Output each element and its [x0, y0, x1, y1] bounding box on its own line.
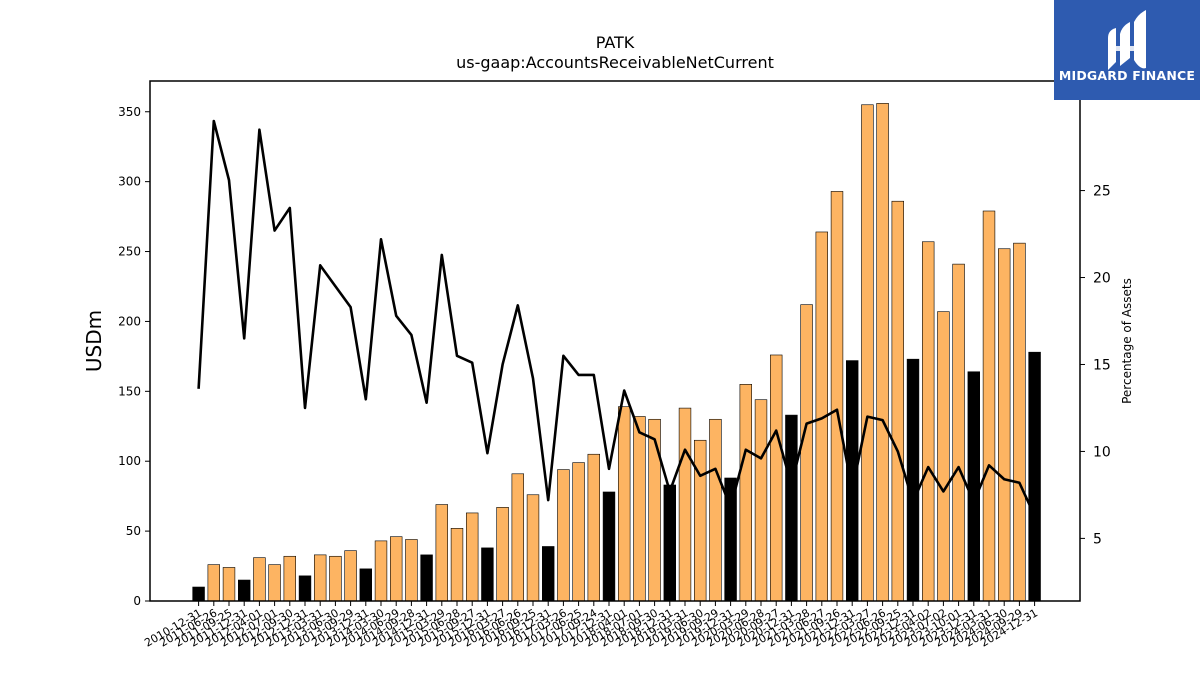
bar — [754, 399, 768, 602]
bar — [937, 311, 950, 602]
chart-subtitle: us-gaap:AccountsReceivableNetCurrent — [456, 53, 774, 72]
bar — [557, 469, 570, 602]
logo-text: MIDGARD FINANCE — [1059, 68, 1195, 83]
y-tick-label: 100 — [118, 454, 141, 468]
bar — [709, 418, 722, 602]
bar — [617, 406, 631, 602]
y2-tick-label: 10 — [1093, 444, 1111, 460]
midgard-finance-logo: MIDGARD FINANCE — [1054, 0, 1200, 100]
percentage-line — [197, 119, 1036, 517]
y2-tick-label: 5 — [1093, 531, 1102, 547]
bar — [906, 358, 920, 602]
y-axis-label: USDm — [82, 310, 106, 372]
bar — [268, 564, 281, 602]
x-axis: 2010-12-312011-06-262011-09-252011-12-31… — [142, 601, 1040, 650]
logo-mark-icon — [1108, 10, 1146, 70]
bar — [389, 536, 403, 602]
bar — [967, 371, 981, 602]
bar — [861, 104, 874, 602]
bar — [587, 453, 601, 602]
y-tick-label: 150 — [118, 384, 141, 398]
bar — [405, 539, 418, 602]
bar-series — [192, 103, 1041, 602]
bar — [435, 504, 448, 602]
bar — [678, 407, 692, 602]
bar — [511, 473, 524, 602]
bar — [830, 191, 844, 602]
bar — [192, 586, 205, 602]
bar — [329, 555, 342, 602]
bar — [359, 568, 372, 602]
bar — [769, 354, 783, 602]
bar — [526, 494, 540, 602]
y-axis-right: 5 10 15 20 25 — [1080, 184, 1111, 547]
bar — [997, 248, 1011, 602]
bar — [693, 439, 707, 602]
bar — [207, 564, 220, 602]
y-tick-label: 0 — [133, 594, 141, 608]
bar — [982, 210, 996, 602]
bar — [465, 512, 479, 602]
bar — [785, 414, 798, 602]
y-axis-left: 0 50 100 150 200 250 300 350 — [118, 105, 150, 608]
plot-frame — [149, 80, 1081, 602]
bar — [222, 567, 236, 602]
y-tick-label: 50 — [126, 524, 141, 538]
bar — [633, 416, 646, 602]
bar — [283, 555, 296, 602]
y-tick-label: 300 — [118, 175, 141, 189]
bar — [663, 484, 677, 602]
bar — [313, 554, 327, 602]
bar — [374, 540, 388, 602]
y-tick-label: 200 — [118, 314, 141, 328]
bar — [450, 528, 464, 602]
y-tick-label: 350 — [118, 105, 141, 119]
y2-tick-label: 15 — [1093, 357, 1111, 373]
bar — [739, 384, 753, 602]
bar — [481, 547, 494, 602]
bar — [253, 557, 266, 602]
bar — [921, 241, 935, 602]
y2-tick-label: 20 — [1093, 271, 1111, 287]
y2-tick-label: 25 — [1093, 184, 1111, 200]
bar — [1013, 242, 1026, 602]
bar — [238, 579, 251, 602]
y-tick-label: 250 — [118, 245, 141, 259]
bar — [1028, 351, 1041, 602]
bar — [845, 360, 859, 602]
line-series — [197, 119, 1036, 517]
bar — [876, 103, 889, 602]
bar — [602, 491, 616, 602]
bar — [952, 263, 965, 602]
bar — [496, 507, 509, 602]
bar — [298, 575, 312, 602]
y2-axis-label: Percentage of Assets — [1120, 278, 1134, 404]
bar — [541, 546, 555, 602]
bar — [344, 550, 357, 602]
bar — [891, 200, 905, 602]
bar — [572, 462, 585, 602]
bar — [800, 304, 813, 602]
bar — [420, 554, 433, 602]
chart-title: PATK — [596, 33, 635, 52]
bar — [648, 418, 661, 602]
